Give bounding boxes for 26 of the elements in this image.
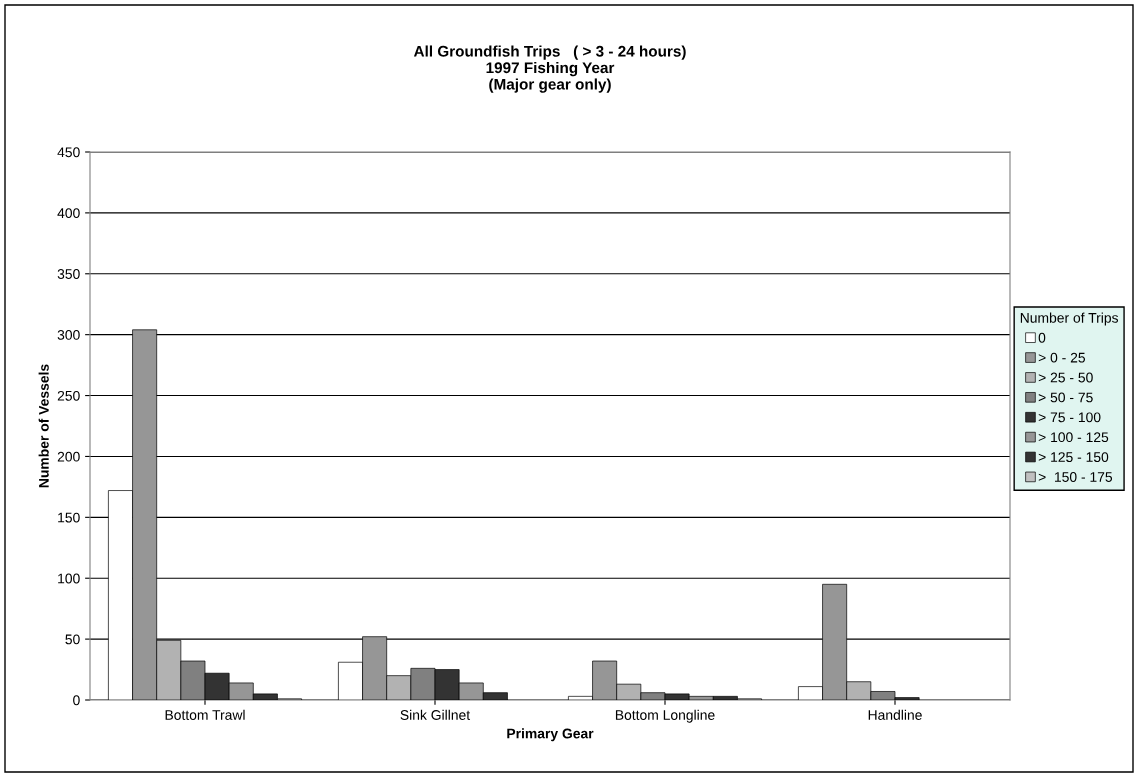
y-axis-title: Number of Vessels	[38, 364, 49, 488]
chart-title: All Groundfish Trips ( > 3 - 24 hours) 1997 Fishing Year (Major gear only)	[413, 45, 686, 93]
legend-label: > 75 - 100	[1038, 412, 1101, 423]
legend-label: > 50 - 75	[1038, 392, 1093, 403]
y-tick-label: 250	[57, 390, 80, 401]
y-tick-label: 100	[58, 573, 80, 584]
legend-label: > 125 - 150	[1038, 452, 1109, 462]
legend-label: > 150 - 175	[1038, 472, 1113, 482]
legend-label: > 0 - 25	[1038, 352, 1086, 363]
y-tick-label: 150	[58, 512, 80, 523]
y-tick-label: 0	[73, 695, 80, 706]
x-tick-label: Handline	[868, 709, 922, 720]
y-tick-label: 200	[57, 451, 80, 462]
x-tick-label: Bottom Trawl	[165, 709, 245, 720]
y-tick-label: 350	[57, 269, 80, 279]
legend-label: 0	[1038, 332, 1046, 343]
y-tick-label: 300	[57, 330, 80, 340]
y-tick-label: 450	[57, 147, 80, 158]
y-tick-label: 400	[57, 208, 80, 219]
x-tick-label: Sink Gillnet	[400, 709, 471, 720]
legend-label: > 25 - 50	[1038, 372, 1093, 383]
x-axis-title: Primary Gear	[507, 728, 594, 742]
legend-label: > 100 - 125	[1038, 432, 1109, 443]
x-tick-label: Bottom Longline	[615, 709, 715, 723]
y-tick-label: 50	[65, 634, 80, 645]
legend-title: Number of Trips	[1020, 312, 1119, 326]
